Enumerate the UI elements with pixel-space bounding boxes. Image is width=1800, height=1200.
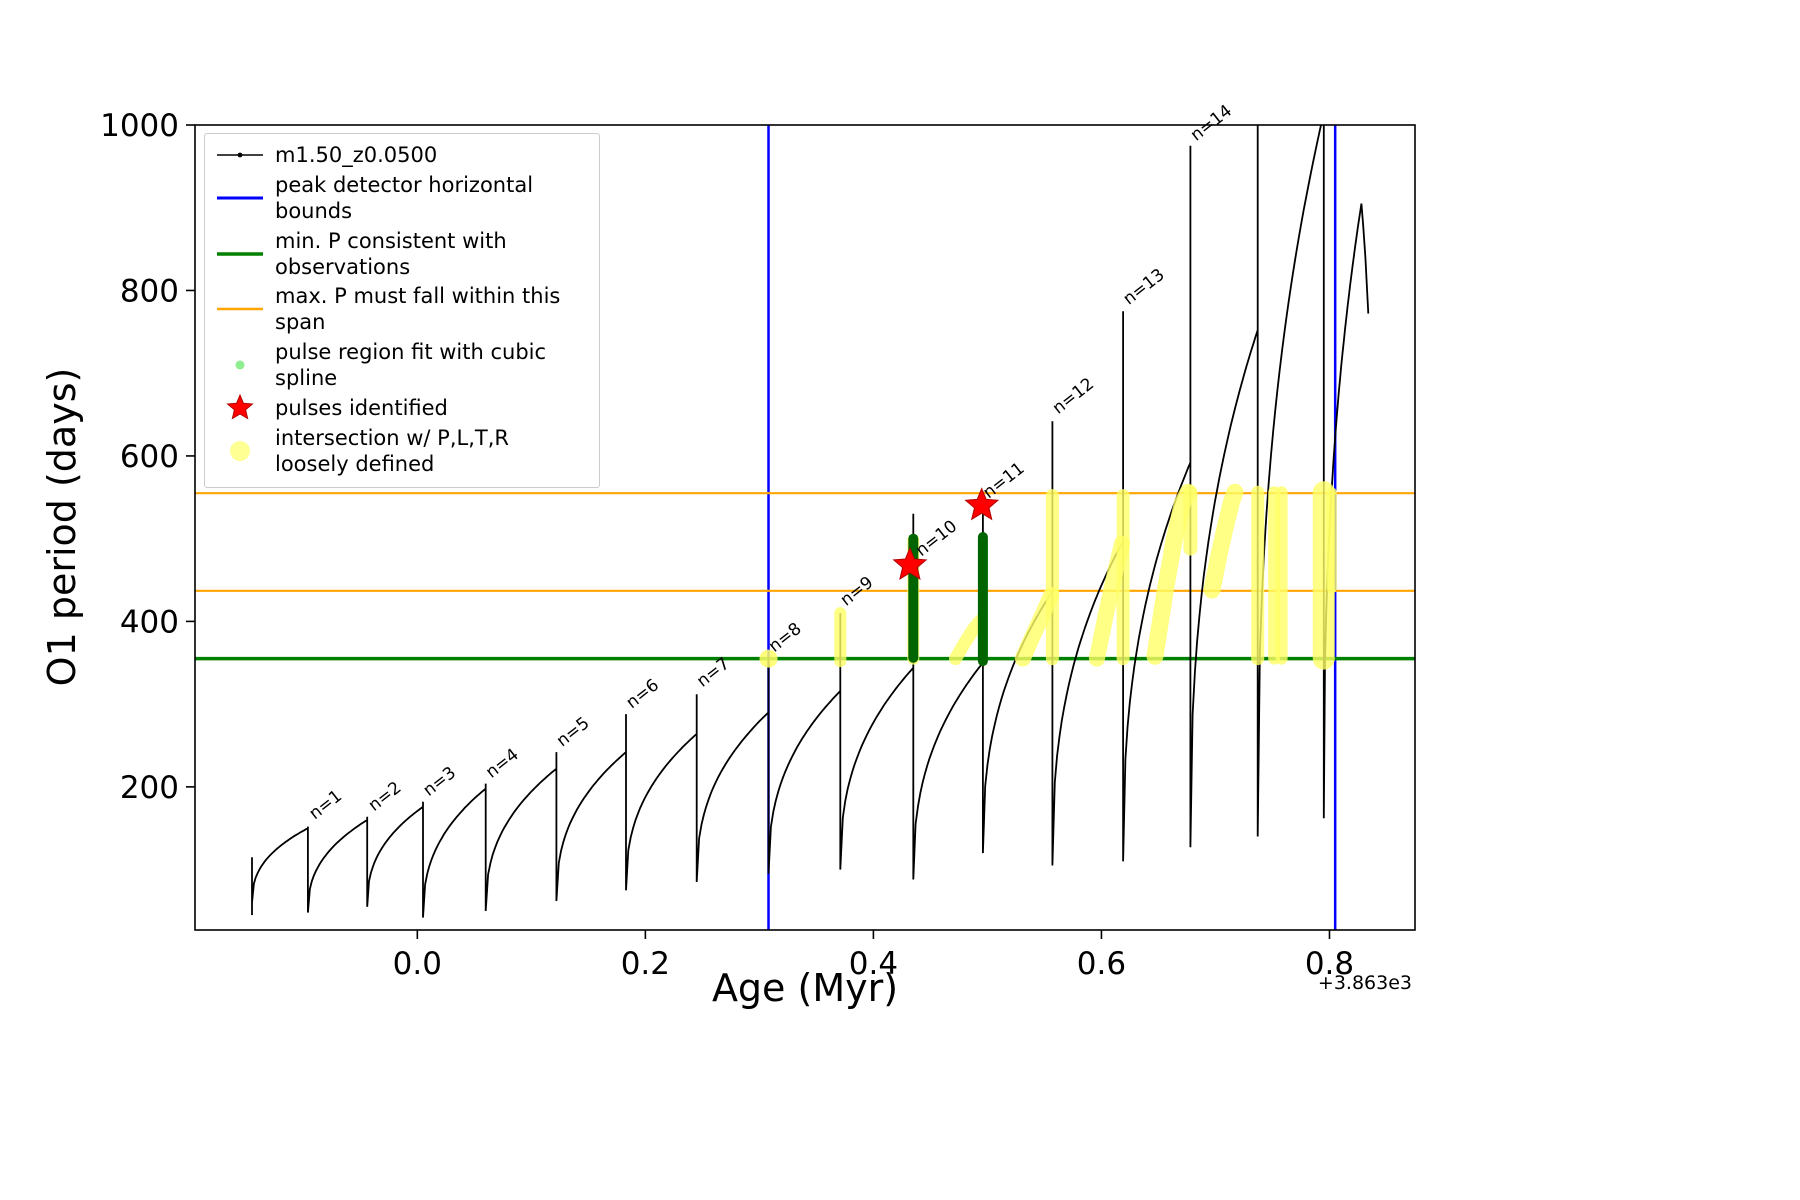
legend-item-label: pulses identified — [275, 395, 448, 420]
legend-item: m1.50_z0.0500 — [213, 141, 589, 169]
x-axis-label: Age (Myr) — [711, 966, 899, 1010]
legend-item-label: peak detector horizontal bounds — [275, 173, 534, 224]
x-tick-label: 0.2 — [621, 946, 670, 982]
y-tick-label: 600 — [120, 439, 179, 475]
y-tick-label: 200 — [120, 770, 179, 806]
intersection-segment — [949, 614, 988, 666]
pulse-number-label: n=1 — [305, 786, 346, 824]
legend-item: min. P consistent with observations — [213, 228, 589, 281]
pulse-number-label: n=9 — [837, 573, 878, 611]
legend-item-label: pulse region fit with cubic spline — [275, 339, 547, 390]
y-tick-label: 400 — [120, 604, 179, 640]
green-line-icon — [217, 252, 263, 256]
x-tick-label: 0.8 — [1305, 946, 1354, 982]
legend-item: intersection w/ P,L,T,R loosely defined — [213, 425, 589, 478]
legend-item: peak detector horizontal bounds — [213, 172, 589, 225]
pulse-number-label: n=3 — [419, 763, 460, 801]
legend-item-label: max. P must fall within this span — [275, 284, 561, 335]
intersection-segment — [1203, 483, 1244, 599]
track-line-icon — [217, 152, 263, 158]
pulse-number-label: n=12 — [1049, 374, 1098, 418]
x-tick-label: 0.4 — [849, 946, 898, 982]
legend-item-label: min. P consistent with observations — [275, 228, 507, 279]
pulse-star-marker — [964, 487, 1000, 521]
y-tick-label: 800 — [120, 273, 179, 309]
y-axis-label: O1 period (days) — [40, 367, 84, 687]
intersection-marker — [759, 649, 778, 668]
legend-item: pulse region fit with cubic spline — [213, 339, 589, 392]
pulse-number-label: n=14 — [1187, 101, 1236, 145]
star-icon — [226, 394, 254, 420]
orange-line-icon — [217, 308, 263, 311]
pulse-number-label: n=2 — [365, 778, 406, 816]
plot-area — [195, 125, 1415, 930]
legend-item: pulses identified — [213, 394, 589, 422]
blue-line-icon — [217, 196, 263, 200]
x-tick-label: 0.0 — [393, 946, 442, 982]
intersection-dot-icon — [230, 441, 250, 462]
axes-frame — [194, 124, 1416, 931]
legend-item-label: m1.50_z0.0500 — [275, 142, 438, 167]
pulse-number-label: n=6 — [622, 675, 663, 713]
legend-item-label: intersection w/ P,L,T,R loosely defined — [275, 426, 509, 477]
track-curve — [251, 125, 1370, 918]
x-tick-label: 0.6 — [1077, 946, 1126, 982]
pulse-number-label: n=11 — [979, 458, 1028, 502]
intersection-segment — [1146, 483, 1197, 665]
spline-dot-icon — [235, 360, 245, 370]
pulse-number-label: n=4 — [482, 745, 523, 783]
legend-item: max. P must fall within this span — [213, 283, 589, 336]
x-axis-offset-label: +3.863e3 — [1317, 972, 1412, 994]
y-tick-label: 1000 — [100, 108, 179, 144]
pulse-number-label: n=10 — [912, 516, 961, 560]
pulse-number-label: n=13 — [1120, 265, 1169, 309]
pulse-number-label: n=5 — [553, 713, 594, 751]
pulse-star-marker — [892, 546, 928, 580]
